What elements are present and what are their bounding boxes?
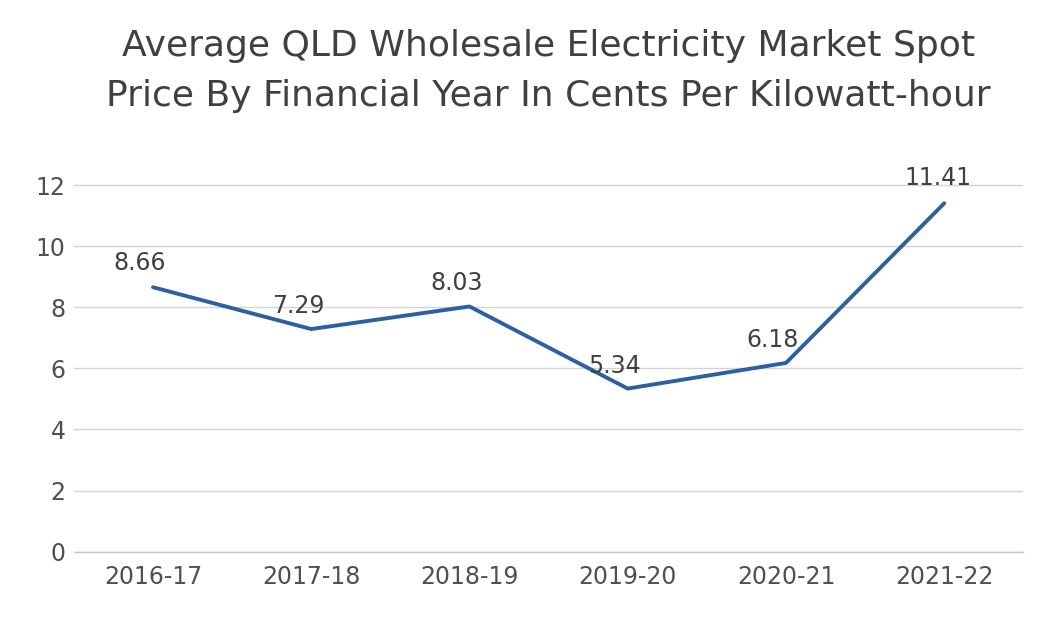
Text: 6.18: 6.18 (747, 328, 799, 353)
Title: Average QLD Wholesale Electricity Market Spot
Price By Financial Year In Cents P: Average QLD Wholesale Electricity Market… (107, 29, 991, 113)
Text: 5.34: 5.34 (589, 354, 640, 378)
Text: 8.03: 8.03 (430, 271, 482, 295)
Text: 11.41: 11.41 (905, 165, 972, 190)
Text: 8.66: 8.66 (114, 251, 166, 275)
Text: 7.29: 7.29 (272, 294, 324, 318)
